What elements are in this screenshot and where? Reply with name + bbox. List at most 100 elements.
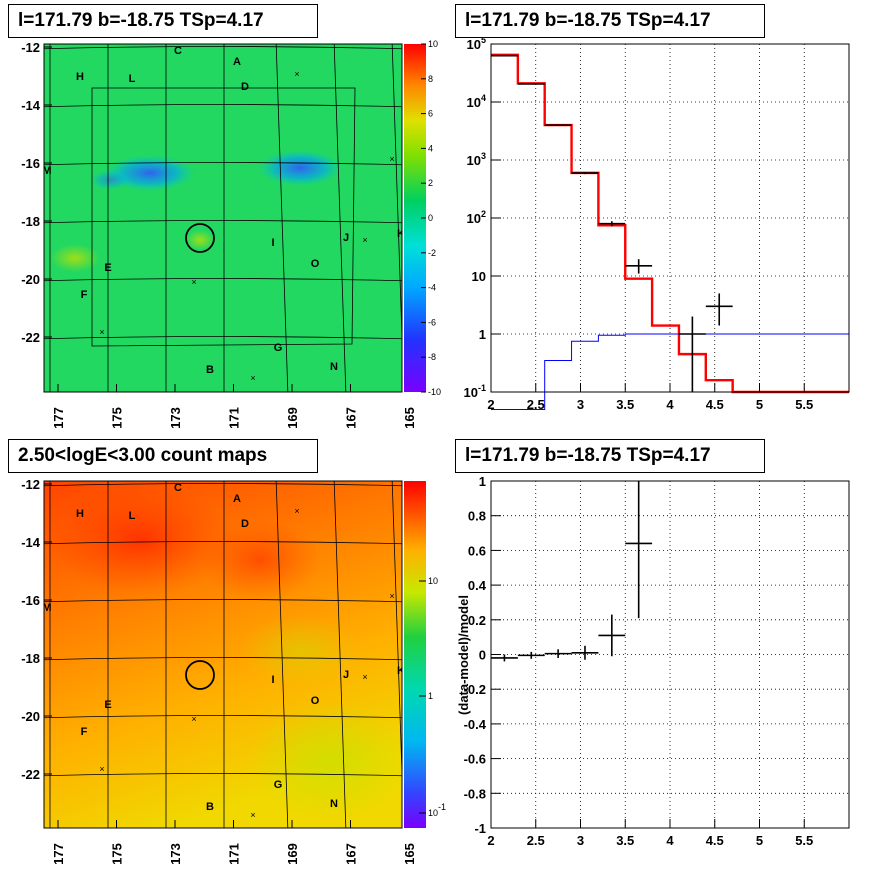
palette-tick-label: 0 (428, 213, 433, 223)
data-point (598, 221, 626, 227)
source-marker: × (99, 327, 104, 337)
source-marker: × (389, 591, 394, 601)
source-label: C (174, 482, 182, 494)
x-tick-label: 169 (285, 407, 300, 429)
source-label: O (311, 258, 320, 270)
palette-tick-label: 10-1 (428, 802, 446, 818)
residual-palette (404, 44, 426, 392)
x-tick-label: 171 (227, 407, 242, 429)
x-tick-label: 4 (666, 397, 674, 412)
ratio-panel: 2 2.5 3 3.5 4 4.5 5 5.5 1 0.8 0.6 0.4 0.2 0 -0.2 -0.4 -0… (456, 474, 850, 848)
y-tick-label: 1 (479, 474, 486, 489)
grid-latitude-line (44, 483, 402, 487)
palette-tick-label: 1 (428, 691, 433, 701)
source-label: J (343, 232, 349, 244)
x-tick-label: 169 (285, 843, 300, 865)
grid-latitude-line (44, 657, 402, 661)
x-tick-label: 5.5 (795, 833, 813, 848)
y-tick-label: -20 (21, 272, 40, 287)
ratio-point (625, 481, 653, 619)
source-label: O (311, 695, 320, 707)
y-tick-label: -12 (21, 40, 40, 55)
source-marker: × (191, 277, 196, 287)
ratio-point (491, 654, 518, 662)
residual-yellow-patch (50, 244, 100, 272)
source-label: A (233, 493, 241, 505)
grid-latitude-line (44, 46, 402, 50)
y-tick-label: -14 (21, 535, 41, 550)
model-step-line (491, 53, 849, 394)
grid-latitude-line (44, 773, 402, 777)
grid-longitude-line (275, 481, 289, 828)
grid-longitude-line (275, 44, 289, 392)
grid-longitude-line (333, 481, 347, 828)
source-label: F (81, 726, 88, 738)
source-marker: × (99, 764, 104, 774)
x-tick-label: 167 (344, 407, 359, 429)
ratio-point (544, 649, 572, 658)
source-label: H (76, 508, 84, 520)
roi-boundary (91, 87, 356, 347)
y-tick-label: -0.6 (464, 752, 486, 767)
y-tick-label: -18 (21, 651, 40, 666)
palette-tick-label: -2 (428, 248, 436, 258)
palette-tick-label: -4 (428, 283, 436, 293)
source-label: H (76, 71, 84, 83)
x-tick-label: 2.5 (527, 833, 545, 848)
ratio-point (598, 614, 626, 657)
source-marker: × (250, 373, 255, 383)
y-tick-label: 0.2 (468, 613, 486, 628)
palette-tick-label: -10 (428, 387, 441, 397)
source-label: N (330, 361, 338, 373)
source-label: M (42, 165, 51, 177)
ratio-axes: 2 2.5 3 3.5 4 4.5 5 5.5 1 0.8 0.6 0.4 0.2 0 -0.2 -0.4 -0… (464, 474, 814, 848)
grid-latitude-line (44, 715, 402, 719)
count-source-labels: A B C D E F G H I J K L M N O × × × × × × (44, 482, 402, 820)
grid-latitude-line (44, 599, 402, 603)
x-tick-label: 3 (577, 397, 584, 412)
source-labels: A B C D E F G H I J K L M N O × × × × × × (42, 45, 402, 383)
count-map-grid (34, 481, 412, 835)
y-tick-label: -14 (21, 98, 41, 113)
y-tick-label: 0.4 (468, 578, 487, 593)
grid-longitude-line (391, 481, 402, 786)
y-tick-label: -0.8 (464, 786, 486, 801)
y-tick-label: -0.2 (464, 682, 486, 697)
x-tick-label: 165 (402, 407, 417, 429)
grid-latitude-line (34, 832, 412, 835)
grid-latitude-line (44, 104, 402, 108)
y-tick-label: -0.4 (464, 717, 487, 732)
residual-map-title: l=171.79 b=-18.75 TSp=4.17 (8, 4, 318, 38)
source-label: G (274, 342, 283, 354)
palette-tick-label: 8 (428, 74, 433, 84)
x-tick-label: 2 (487, 833, 494, 848)
residual-map-axes: -12 -14 -16 -18 -20 -22 177 175 173 171 169 167 165 (21, 40, 417, 429)
residual-cyan-patch (90, 170, 130, 190)
source-label: L (129, 73, 136, 85)
x-tick-label: 5.5 (795, 397, 813, 412)
y-tick-label: -12 (21, 477, 40, 492)
residual-yellow-patch-2 (186, 230, 214, 250)
count-red-region (45, 485, 235, 595)
source-label: E (104, 262, 111, 274)
x-tick-label: 3.5 (616, 833, 634, 848)
y-tick-label: 0.6 (468, 543, 486, 558)
data-point (544, 124, 572, 127)
x-tick-label: 4 (666, 833, 674, 848)
source-label: G (274, 779, 283, 791)
count-source-circle (185, 660, 215, 690)
source-marker: × (362, 235, 367, 245)
palette-tick-label: 10 (428, 39, 438, 49)
y-tick-label: 1 (479, 327, 486, 342)
x-tick-label: 177 (51, 843, 66, 865)
source-marker: × (250, 810, 255, 820)
grid-longitude-line (450, 39, 462, 397)
x-tick-label: 2 (487, 397, 494, 412)
data-point (571, 172, 599, 175)
palette-tick-label: 10 (428, 576, 438, 586)
x-tick-label: 173 (168, 843, 183, 865)
y-tick-label: -16 (21, 156, 40, 171)
source-marker: × (191, 714, 196, 724)
